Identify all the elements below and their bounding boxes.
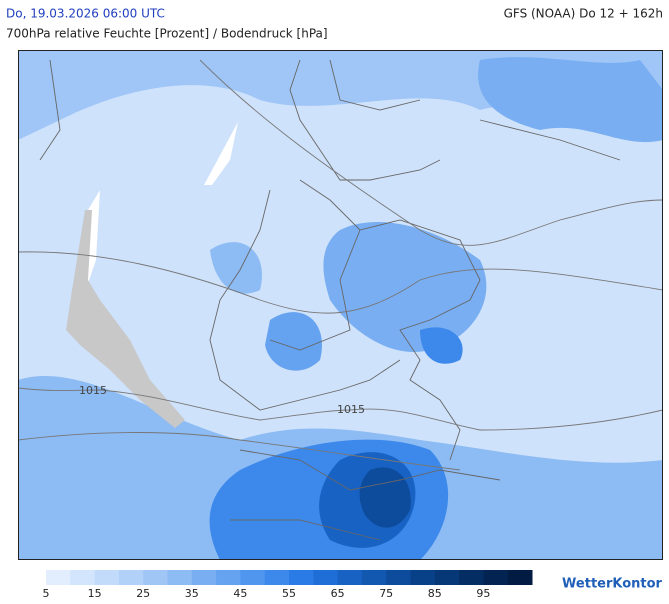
legend-swatch	[386, 570, 411, 585]
legend-tick-label: 55	[282, 587, 296, 600]
legend-swatch	[264, 570, 290, 585]
legend-tick-label: 65	[331, 587, 345, 600]
legend-tick-label: 35	[185, 587, 199, 600]
legend-swatch	[483, 570, 509, 585]
legend-swatch	[70, 570, 96, 585]
map: 1015 1015	[18, 50, 663, 560]
legend-tick-label: 15	[88, 587, 102, 600]
legend-swatch	[289, 570, 314, 585]
legend-swatch	[191, 570, 217, 585]
legend-tick-label: 5	[43, 587, 50, 600]
legend-swatch	[361, 570, 387, 585]
legend: 5 15 25 35 45 55 65 75 85 95	[43, 570, 533, 600]
brand: WetterKontor	[562, 577, 663, 592]
legend-tick-label: 95	[476, 587, 490, 600]
subtitle: 700hPa relative Feuchte [Prozent] / Bode…	[6, 27, 328, 41]
legend-tick-label: 45	[233, 587, 247, 600]
legend-swatch	[143, 570, 168, 585]
legend-swatch	[240, 570, 266, 585]
legend-swatch	[337, 570, 363, 585]
legend-swatch	[216, 570, 241, 585]
legend-swatch	[459, 570, 484, 585]
legend-tick-label: 75	[379, 587, 393, 600]
model-info: GFS (NOAA) Do 12 + 162h	[504, 7, 663, 21]
legend-swatch	[434, 570, 460, 585]
legend-swatch	[313, 570, 339, 585]
legend-tick-label: 85	[428, 587, 442, 600]
legend-swatch	[46, 570, 71, 585]
legend-swatch	[167, 570, 193, 585]
isobar-label: 1015	[79, 384, 107, 397]
legend-swatch	[118, 570, 144, 585]
isobar-label: 1015	[337, 403, 365, 416]
legend-swatch	[94, 570, 120, 585]
legend-swatch	[507, 570, 533, 585]
legend-swatch	[410, 570, 436, 585]
run-time: Do, 19.03.2026 06:00 UTC	[6, 7, 165, 21]
legend-tick-label: 25	[136, 587, 150, 600]
